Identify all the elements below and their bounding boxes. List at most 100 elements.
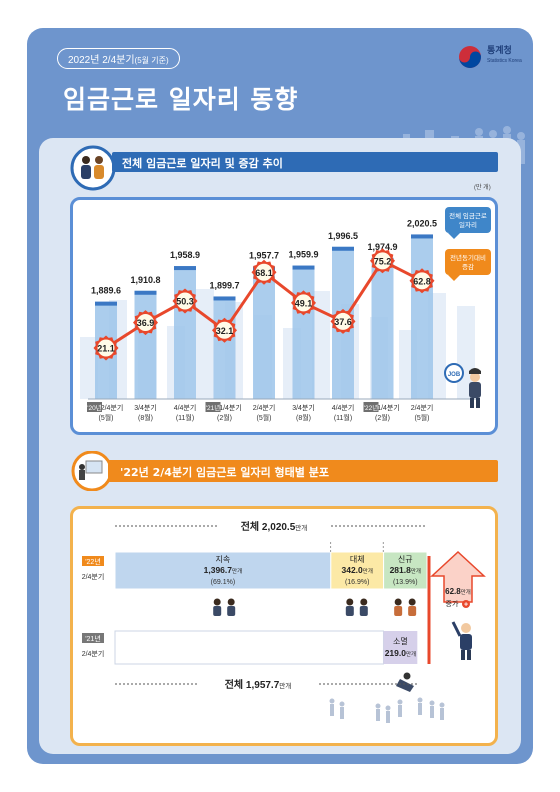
- segment-pct: (13.9%): [393, 579, 418, 586]
- growth-value-label: 62.8: [413, 276, 431, 286]
- increase-unit: 만개: [461, 588, 471, 596]
- date-badge: 2022년 2/4분기(5월 기준): [57, 48, 180, 69]
- extinct-value: 219.0만개: [385, 648, 416, 658]
- gear-center: [255, 263, 273, 281]
- quarter-22-label: 2/4분기: [82, 572, 105, 581]
- bar-value-label: 1,958.9: [170, 250, 200, 260]
- year-22-label: '22년: [85, 557, 101, 566]
- worker-head: [213, 598, 221, 606]
- tick-label-sub: (5월): [99, 413, 114, 422]
- growth-point: [172, 288, 198, 314]
- bar-group: [174, 266, 196, 399]
- worker-body: [213, 606, 222, 616]
- growth-value-label: 75.2: [374, 256, 392, 266]
- leg: [467, 650, 471, 660]
- silhouette-head: [339, 701, 345, 707]
- year-tag-bg: [205, 402, 221, 412]
- hair: [469, 368, 481, 374]
- bar-value-label: 1,910.8: [130, 275, 160, 285]
- bar-group: [292, 265, 315, 399]
- total-22-unit: 만개: [295, 523, 307, 532]
- backdrop-building: [196, 289, 214, 399]
- segment-0: 지속1,396.7만개 (69.1%): [114, 551, 332, 590]
- silhouette-body: [376, 709, 380, 721]
- backdrop-building: [80, 337, 98, 399]
- silhouette-head: [385, 705, 391, 711]
- section2-title: '22년 2/4분기 임금근로 일자리 형태별 분포: [120, 466, 329, 479]
- leg: [461, 650, 465, 660]
- section2-header-bar: [108, 460, 498, 482]
- tick-label: 3/4분기: [292, 403, 315, 412]
- silhouette-body: [430, 706, 434, 718]
- job-sign: [444, 363, 464, 383]
- bar: [411, 234, 433, 399]
- worker-head: [408, 598, 416, 606]
- bar-value-label: 1,996.5: [328, 231, 358, 241]
- bar-value-label: 2,020.5: [407, 218, 437, 228]
- growth-point: [133, 310, 158, 336]
- tick-label-sub: (8월): [138, 413, 153, 422]
- segment-bar: [330, 551, 385, 590]
- bar: [292, 265, 315, 399]
- growth-value-label: 32.1: [216, 326, 234, 336]
- year-tag-bg: [363, 402, 379, 412]
- plus-glyph: +: [464, 602, 468, 609]
- taegeuk-logo-icon: [459, 46, 481, 68]
- extinct-unit: 만개: [406, 650, 416, 658]
- head: [470, 372, 480, 382]
- leg: [470, 398, 474, 408]
- silhouette-head: [417, 697, 423, 703]
- silhouette-body: [440, 708, 444, 720]
- segment-name: 지속: [216, 555, 231, 564]
- bar-value-label: 1,889.6: [91, 286, 121, 296]
- growth-value-label: 36.9: [137, 318, 155, 328]
- segment-value: 342.0만개: [341, 565, 372, 575]
- growth-point: [212, 317, 237, 343]
- logo-subtitle: Statistics Korea: [487, 58, 522, 64]
- gear-center: [295, 294, 312, 312]
- presentation-icon: [71, 451, 113, 491]
- bar-cap: [213, 296, 236, 301]
- people-silhouettes: [329, 697, 445, 723]
- tick-label: 4/4분기: [174, 403, 197, 412]
- total-21-bg: [198, 676, 318, 692]
- logo-name: 통계청: [487, 46, 512, 56]
- people-icon: [70, 145, 116, 191]
- bar: [134, 290, 157, 399]
- bar-value-label: 1,959.9: [288, 250, 318, 260]
- growth-point: [251, 259, 277, 285]
- worker-body: [394, 606, 403, 616]
- tick-label: 1/4분기: [219, 403, 242, 412]
- tick-label-sub: (11월): [176, 413, 194, 422]
- tick-label: 2/4분기: [411, 403, 434, 412]
- plus-icon: [462, 600, 470, 608]
- silhouette-body: [398, 705, 402, 717]
- section1-header-bar: [112, 152, 498, 172]
- tick-label-sub: (8월): [296, 413, 311, 422]
- total-21-label: 전체 1,957.7만개: [225, 678, 292, 691]
- bar-group: [371, 257, 394, 399]
- quarter-21-label: 2/4분기: [82, 649, 105, 658]
- silhouette-head: [375, 703, 381, 709]
- growth-point: [370, 248, 395, 274]
- legend-bar-label: 일자리: [459, 220, 477, 229]
- page-title: 임금근로 일자리 동향: [63, 85, 299, 114]
- year-tag: '22년: [364, 403, 378, 412]
- job-man-icon: JOB: [444, 363, 481, 408]
- growth-point: [330, 308, 356, 334]
- silhouette-body: [386, 711, 390, 723]
- legend-line-swatch: [445, 249, 491, 275]
- growth-value-label: 49.1: [295, 298, 313, 308]
- bar-cap: [95, 301, 117, 306]
- growth-value-label: 21.1: [97, 344, 115, 354]
- silhouette-head: [429, 700, 435, 706]
- year-tag-bg: [87, 402, 102, 412]
- year-21-bg: [82, 633, 104, 643]
- growth-value-label: 68.1: [255, 268, 273, 278]
- legend-bar-label: 전체 임금근로: [449, 211, 487, 220]
- tick-label: 1/4분기: [377, 403, 400, 412]
- kneeling-man-icon: [396, 672, 414, 692]
